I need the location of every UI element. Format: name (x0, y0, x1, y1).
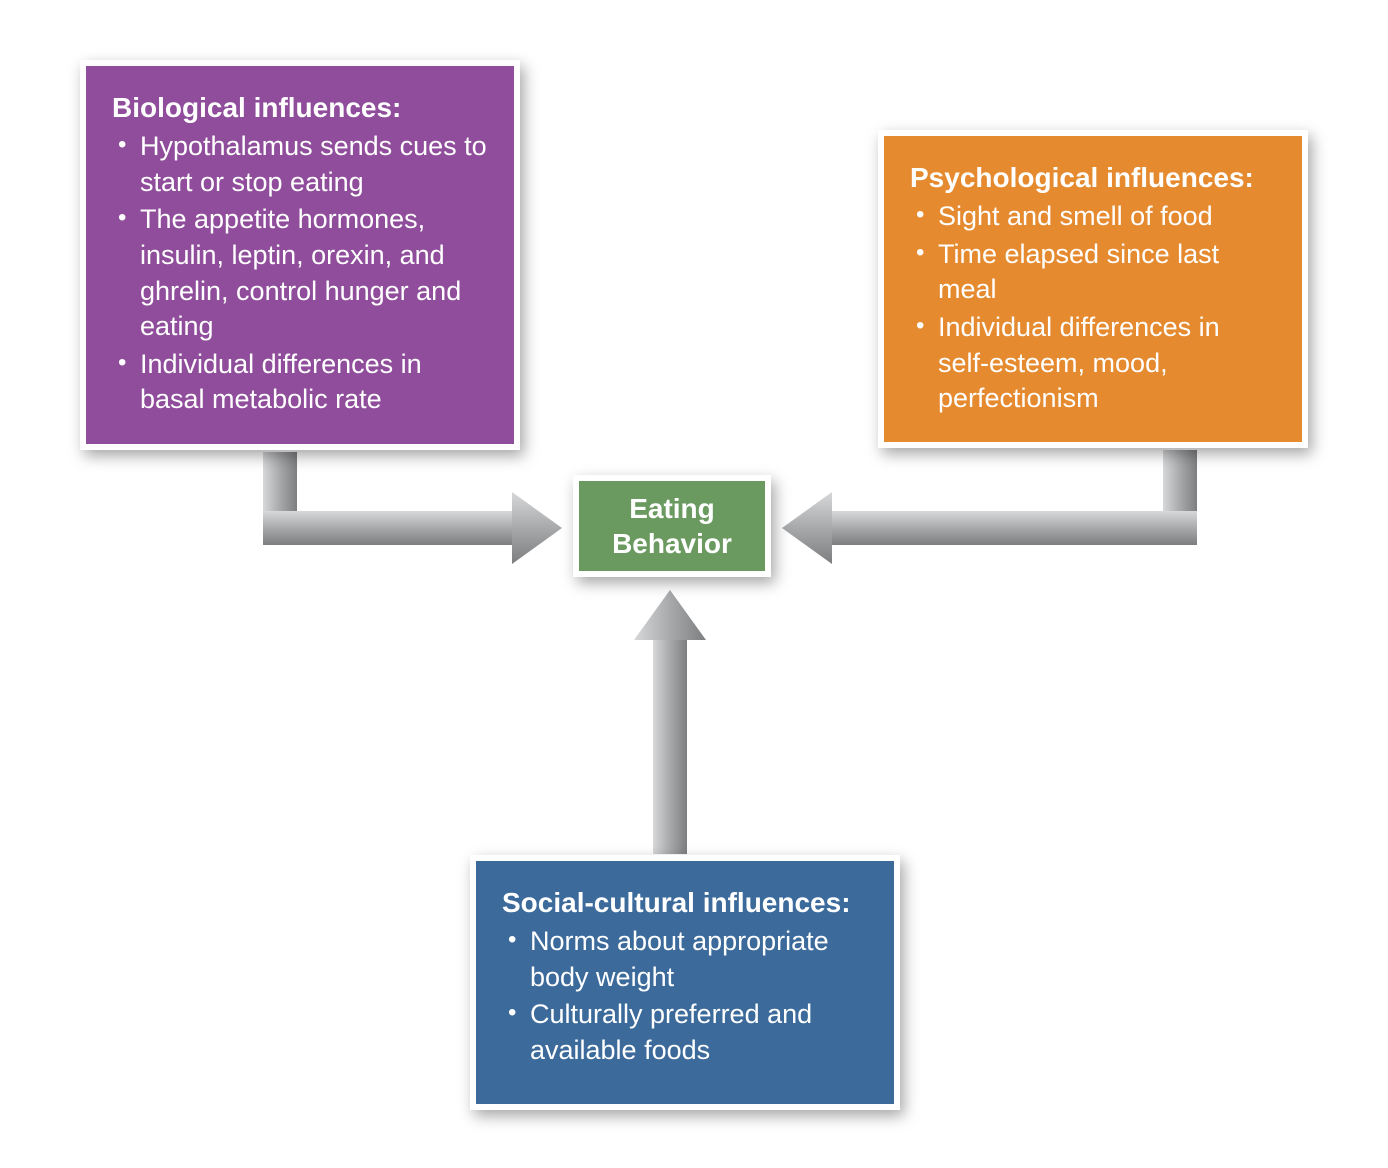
arrow-biological (263, 452, 562, 564)
arrow-social (634, 590, 706, 854)
diagram-canvas: Biological influences: Hypothalamus send… (0, 0, 1388, 1168)
node-social: Social-cultural influences: Norms about … (470, 855, 900, 1110)
node-biological-title: Biological influences: (112, 90, 488, 125)
list-item: Sight and smell of food (938, 199, 1276, 235)
node-psychological: Psychological influences: Sight and smel… (878, 130, 1308, 448)
list-item: Culturally preferred and available foods (530, 997, 868, 1068)
node-psychological-title: Psychological influences: (910, 160, 1276, 195)
list-item: The appetite hormones, insulin, leptin, … (140, 202, 488, 345)
list-item: Individual differences in self-esteem, m… (938, 310, 1276, 417)
list-item: Hypothalamus sends cues to start or stop… (140, 129, 488, 200)
node-social-title: Social-cultural influences: (502, 885, 868, 920)
arrow-psychological (782, 450, 1197, 564)
node-biological-list: Hypothalamus sends cues to start or stop… (112, 129, 488, 418)
node-psychological-list: Sight and smell of food Time elapsed sin… (910, 199, 1276, 417)
list-item: Norms about appropriate body weight (530, 924, 868, 995)
node-social-list: Norms about appropriate body weight Cult… (502, 924, 868, 1069)
node-biological: Biological influences: Hypothalamus send… (80, 60, 520, 450)
node-center: Eating Behavior (573, 475, 771, 577)
list-item: Individual differences in basal metaboli… (140, 347, 488, 418)
node-center-label: Eating Behavior (612, 491, 732, 561)
list-item: Time elapsed since last meal (938, 237, 1276, 308)
